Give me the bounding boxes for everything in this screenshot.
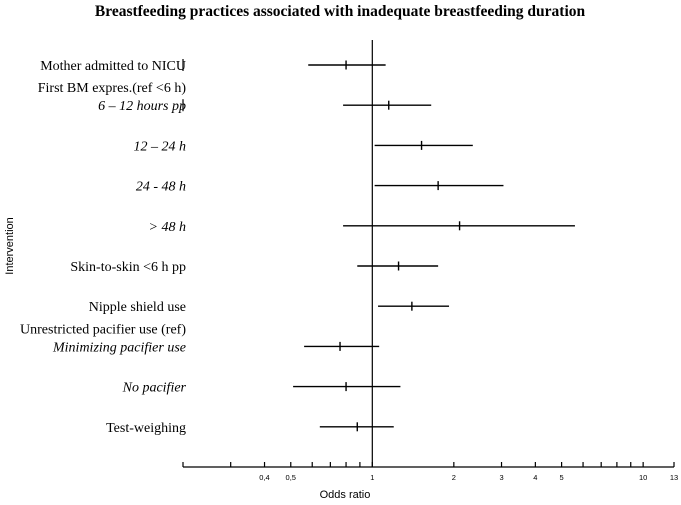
row-label: 6 – 12 hours pp (98, 99, 186, 114)
row-label: First BM expres.(ref <6 h) (38, 81, 187, 96)
x-tick-label: 13 (670, 473, 678, 482)
row-label: Test-weighing (106, 421, 186, 436)
x-axis-title: Odds ratio (320, 489, 371, 501)
row-label: Unrestricted pacifier use (ref) (20, 322, 186, 337)
chart-title: Breastfeeding practices associated with … (95, 3, 586, 20)
row-label: Mother admitted to NICU (40, 59, 186, 74)
row-label: Skin-to-skin <6 h pp (70, 260, 186, 275)
x-tick-label: 0,5 (286, 473, 296, 482)
x-tick-label: 0,4 (259, 473, 269, 482)
x-tick-label: 5 (560, 473, 564, 482)
row-label: Minimizing pacifier use (52, 340, 186, 355)
y-axis-title: Intervention (4, 217, 16, 274)
x-axis: 0,4 0,5 1 2 3 4 5 10 13 (182, 462, 678, 482)
x-tick-label: 3 (499, 473, 503, 482)
row-label: Nipple shield use (89, 300, 186, 315)
row-label: 12 – 24 h (134, 139, 187, 154)
plot-area (182, 40, 575, 467)
row-label: 24 - 48 h (136, 180, 186, 195)
row-label: > 48 h (149, 220, 186, 235)
x-tick-label: 4 (533, 473, 537, 482)
x-tick-label: 1 (370, 473, 374, 482)
row-labels: Mother admitted to NICU First BM expres.(… (20, 59, 187, 436)
row-label: No pacifier (122, 381, 187, 396)
x-tick-label: 10 (639, 473, 647, 482)
x-tick-label: 2 (452, 473, 456, 482)
